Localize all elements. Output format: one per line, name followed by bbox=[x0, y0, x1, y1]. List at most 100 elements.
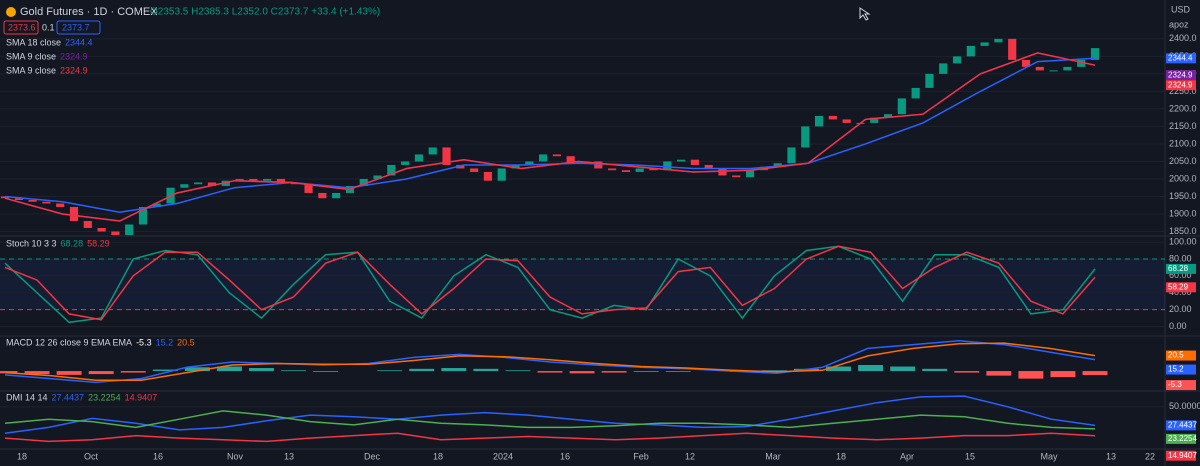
candle bbox=[552, 154, 561, 157]
y-tick-label: 2400.0 bbox=[1169, 33, 1197, 43]
candle bbox=[925, 73, 934, 88]
candle bbox=[566, 156, 575, 164]
candle bbox=[318, 192, 327, 199]
legend-item: -5.3 bbox=[136, 337, 152, 347]
legend-item: SMA 9 close bbox=[6, 65, 56, 75]
y-tick-label: 1850.0 bbox=[1169, 226, 1197, 236]
candle bbox=[414, 154, 424, 162]
value-badge bbox=[1166, 433, 1196, 444]
ask-box[interactable] bbox=[56, 20, 101, 35]
legend-item: 27.4437 bbox=[52, 392, 85, 402]
ohlc: O2353.5 H2385.3 L2352.0 C2373.7 +33.4 (+… bbox=[150, 7, 380, 18]
legend-item: 15.2 bbox=[156, 337, 174, 347]
candle bbox=[138, 206, 148, 225]
y-tick-label: 60.00 bbox=[1169, 270, 1192, 280]
x-tick-label: 18 bbox=[836, 451, 846, 461]
x-tick-label: Dec bbox=[364, 451, 381, 461]
candle bbox=[387, 164, 396, 176]
y-tick-label: 80.00 bbox=[1169, 253, 1192, 263]
x-tick-label: 22 bbox=[1145, 451, 1155, 461]
histogram-bar bbox=[665, 371, 691, 372]
candle bbox=[276, 178, 286, 183]
value-badge bbox=[1166, 263, 1196, 274]
candle bbox=[1035, 66, 1044, 71]
cursor-icon[interactable] bbox=[859, 7, 871, 21]
histogram-bar bbox=[1018, 371, 1044, 379]
x-tick-label: 16 bbox=[560, 451, 570, 461]
candle bbox=[97, 227, 106, 232]
y-tick-label: 20.00 bbox=[1169, 304, 1192, 314]
candle bbox=[828, 115, 837, 120]
candle bbox=[483, 171, 492, 181]
histogram-bar bbox=[409, 368, 435, 372]
indicator-line bbox=[4, 410, 1096, 430]
candle bbox=[152, 203, 161, 207]
x-tick-label: 18 bbox=[17, 451, 27, 461]
candle bbox=[1008, 38, 1017, 60]
candle bbox=[56, 203, 65, 207]
legend-item: DMI 14 14 bbox=[6, 392, 48, 402]
y-tick-label: 2100.0 bbox=[1169, 138, 1197, 148]
symbol: Gold Futures · 1D · COMEX bbox=[20, 6, 158, 18]
legend-item: 14.9407 bbox=[125, 392, 158, 402]
candle bbox=[718, 168, 727, 176]
candle bbox=[332, 192, 341, 199]
candle bbox=[1063, 66, 1072, 71]
y-tick-label: 0.00 bbox=[1169, 321, 1187, 331]
value-badge-label: 20.5 bbox=[1168, 351, 1184, 360]
value-badge bbox=[1166, 70, 1196, 81]
histogram-bar bbox=[858, 365, 884, 372]
x-tick-label: 15 bbox=[965, 451, 975, 461]
candle bbox=[608, 168, 617, 171]
ask[interactable]: 2373.7 bbox=[62, 22, 90, 32]
value-badge-label: 23.2254 bbox=[1168, 434, 1197, 443]
legend-item: MACD 12 26 close 9 EMA EMA bbox=[6, 337, 132, 347]
x-tick-label: 2024 bbox=[493, 451, 513, 461]
candle bbox=[497, 168, 506, 181]
candle bbox=[69, 206, 79, 221]
indicator-line bbox=[4, 52, 1096, 222]
bid[interactable]: 2373.6 bbox=[8, 22, 36, 32]
y-tick-label: 2250.0 bbox=[1169, 86, 1197, 96]
value-badge bbox=[1166, 53, 1196, 64]
candle bbox=[401, 161, 410, 165]
x-tick-label: Nov bbox=[227, 451, 244, 461]
histogram-bar bbox=[826, 366, 851, 372]
legend-item: 58.29 bbox=[87, 238, 110, 248]
candle bbox=[456, 164, 465, 169]
currency[interactable]: USD bbox=[1171, 4, 1191, 14]
y-tick-label: 2050.0 bbox=[1169, 156, 1197, 166]
value-badge-label: 14.9407 bbox=[1168, 451, 1197, 460]
histogram-bar bbox=[922, 368, 948, 372]
legend-item: SMA 9 close bbox=[6, 51, 56, 61]
value-badge-label: 27.4437 bbox=[1168, 421, 1197, 430]
legend-item: SMA 18 close bbox=[6, 37, 61, 47]
candle bbox=[814, 115, 824, 127]
value-badge bbox=[1166, 80, 1196, 91]
indicator-line bbox=[4, 57, 1096, 213]
histogram-bar bbox=[249, 368, 274, 372]
candle bbox=[14, 198, 23, 200]
candle bbox=[897, 98, 906, 115]
value-badge-label: 58.29 bbox=[1168, 282, 1189, 291]
y-tick-label: 2150.0 bbox=[1169, 121, 1197, 131]
candle bbox=[732, 175, 741, 178]
candle bbox=[952, 56, 962, 64]
legend-item: 2344.4 bbox=[65, 37, 93, 47]
indicator-line bbox=[4, 245, 1096, 321]
x-tick-label: Oct bbox=[84, 451, 99, 461]
bid-box[interactable] bbox=[3, 20, 39, 35]
y-tick-label: 1950.0 bbox=[1169, 191, 1197, 201]
indicator-line bbox=[4, 340, 1096, 384]
candle bbox=[773, 163, 782, 167]
x-tick-label: 13 bbox=[284, 451, 294, 461]
legend-item: 68.28 bbox=[61, 238, 84, 248]
unit[interactable]: apoz bbox=[1169, 19, 1189, 29]
symbol-icon bbox=[6, 7, 16, 17]
x-tick-label: May bbox=[1040, 451, 1058, 461]
legend-item: 20.5 bbox=[177, 337, 195, 347]
value-badge-label: 68.28 bbox=[1168, 264, 1189, 273]
candle bbox=[304, 184, 313, 193]
candle bbox=[525, 161, 534, 165]
